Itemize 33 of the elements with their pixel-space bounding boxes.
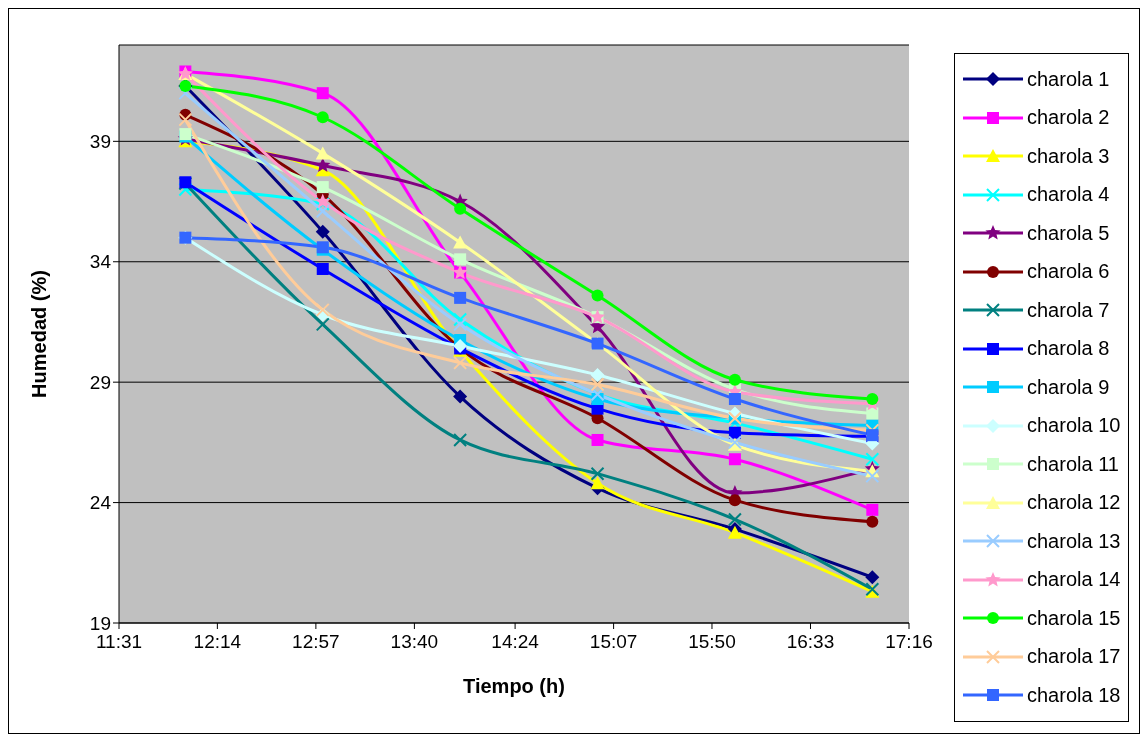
legend-label: charola 8 bbox=[1027, 337, 1110, 361]
legend-label: charola 4 bbox=[1027, 183, 1110, 207]
legend-label: charola 3 bbox=[1027, 144, 1110, 168]
x-tick-label: 15:50 bbox=[688, 631, 736, 653]
legend-label: charola 6 bbox=[1027, 260, 1110, 284]
y-tick-label: 39 bbox=[89, 131, 111, 153]
y-tick-label: 19 bbox=[89, 612, 111, 634]
y-axis-title: Humedad (%) bbox=[28, 270, 51, 398]
legend-label: charola 2 bbox=[1027, 106, 1110, 130]
legend-label: charola 13 bbox=[1027, 529, 1121, 553]
legend-label: charola 17 bbox=[1027, 645, 1121, 669]
x-axis-title: Tiempo (h) bbox=[463, 675, 565, 697]
legend-label: charola 1 bbox=[1027, 67, 1110, 91]
y-tick-label: 24 bbox=[89, 492, 112, 514]
x-tick-label: 13:40 bbox=[390, 631, 439, 653]
y-tick-label: 34 bbox=[89, 251, 112, 273]
x-tick-label: 11:31 bbox=[95, 631, 143, 653]
legend-label: charola 7 bbox=[1027, 298, 1110, 322]
x-tick-label: 12:14 bbox=[193, 631, 242, 653]
x-tick-label: 15:07 bbox=[589, 631, 638, 653]
x-tick-label: 17:16 bbox=[885, 631, 933, 653]
x-tick-label: 14:24 bbox=[491, 631, 540, 653]
y-tick-label: 29 bbox=[89, 371, 111, 393]
legend-label: charola 12 bbox=[1027, 491, 1121, 515]
legend-label: charola 10 bbox=[1027, 414, 1121, 438]
legend-label: charola 18 bbox=[1027, 683, 1121, 707]
legend-label: charola 15 bbox=[1027, 606, 1121, 630]
legend-label: charola 9 bbox=[1027, 375, 1110, 399]
legend-label: charola 11 bbox=[1027, 452, 1119, 476]
legend-label: charola 5 bbox=[1027, 221, 1110, 245]
x-tick-label: 12:57 bbox=[292, 631, 340, 653]
x-tick-label: 16:33 bbox=[786, 631, 835, 653]
legend-label: charola 14 bbox=[1027, 568, 1121, 592]
